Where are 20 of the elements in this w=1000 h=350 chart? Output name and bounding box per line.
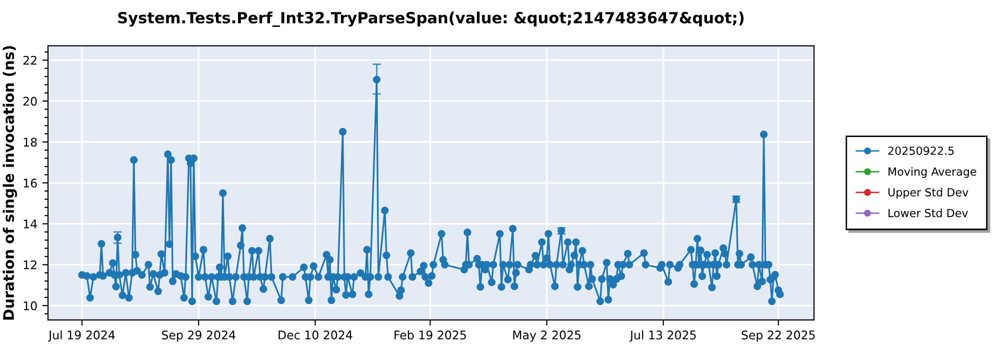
- y-tick-label: 16: [24, 178, 37, 188]
- y-tick-label: 14: [24, 220, 37, 228]
- y-tick-label: 12: [24, 260, 36, 270]
- legend-label: 20250922.5: [888, 146, 954, 155]
- y-tick-label: 18: [24, 138, 37, 147]
- x-tick-label: Dec 10 2024: [278, 330, 352, 340]
- legend-label: Lower Std Dev: [888, 208, 968, 218]
- x-tick-label: Sep 29 2024: [162, 330, 236, 342]
- x-tick-label: May 2 2025: [513, 330, 580, 342]
- y-tick-label: 20: [23, 96, 37, 106]
- legend-label: Upper Std Dev: [888, 188, 968, 199]
- x-tick-label: Jul 19 2024: [48, 330, 115, 342]
- x-tick-label: Sep 22 2025: [742, 330, 815, 342]
- x-tick-label: Jul 13 2025: [629, 330, 696, 342]
- chart-title: System.Tests.Perf_Int32.TryParseSpan(value: &quot;2147483647&quot;): [118, 12, 744, 27]
- y-axis-title: Duration of single invocation (ns): [2, 46, 18, 320]
- legend-label: Moving Average: [888, 167, 976, 178]
- x-tick-label: Feb 19 2025: [394, 330, 466, 340]
- y-tick-label: 10: [24, 301, 37, 310]
- y-tick-label: 22: [23, 56, 36, 65]
